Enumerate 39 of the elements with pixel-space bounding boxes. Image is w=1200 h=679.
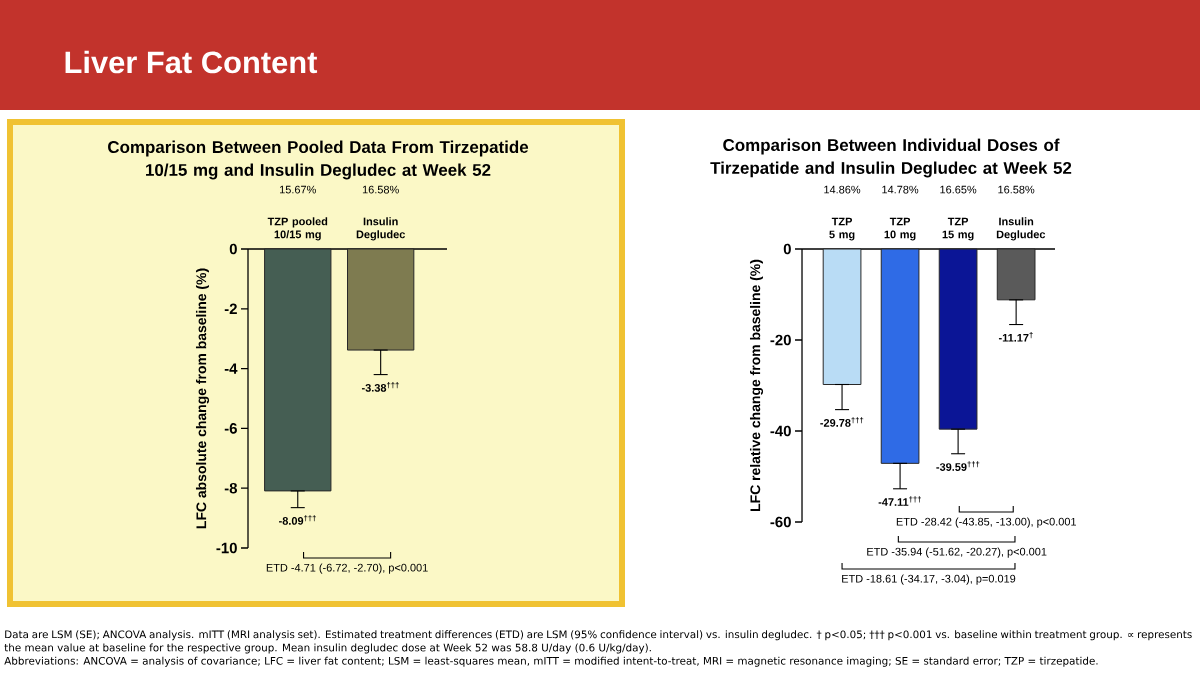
x-tick-label: TZP 15 mg xyxy=(942,217,974,241)
text: Data are LSM (SE); ANCOVA analysis. mITT (MRI analysis set). Estimated treatment differences (ETD) are LSM (95% confidence interval) vs. insulin degludec. † p<0.05; ††† p<0.001 vs. baseline within treatment group. ∝ represents the mean value at baseline for the respective group. Mean insulin degludec dose at Week 52 was 58.8 U/day (0.6 U/kg/day). xyxy=(4,630,1192,654)
y-tick-label: -10 xyxy=(216,542,237,554)
text: 16.58% xyxy=(362,185,399,194)
x-tick-label: TZP pooled 10/15 mg xyxy=(267,217,328,241)
y-tick-label: -6 xyxy=(224,423,237,434)
y-tick-label: -40 xyxy=(770,425,791,437)
data-label: -11.17$^{†}$ xyxy=(998,332,1033,342)
x-tick-label: Insulin Degludec xyxy=(996,217,1046,241)
text: 16.65% xyxy=(940,185,977,194)
data-label: -8.09$^{†††}$ xyxy=(279,515,316,525)
data-label: -29.78$^{†††}$ xyxy=(820,417,864,427)
text: ETD -18.61 (-34.17, -3.04), p=0.019 xyxy=(842,574,1016,585)
data-label: -3.38$^{†††}$ xyxy=(361,382,399,392)
text: Abbreviations: ANCOVA = analysis of covariance; LFC = liver fat content; LSM = least-squares mean, mITT = modified intent-to-treat, MRI = magnetic resonance imaging; SE = standard error; TZP = tirzepatide. xyxy=(4,656,1098,667)
text: ETD -35.94 (-51.62, -20.27), p<0.001 xyxy=(867,547,1047,558)
y-tick-label: 0 xyxy=(783,243,791,255)
y-axis-title: LFC relative change from baseline (%) xyxy=(749,259,764,511)
x-tick-label: TZP 5 mg xyxy=(829,217,855,241)
y-tick-label: -60 xyxy=(770,516,791,528)
text: 14.86% xyxy=(824,185,861,194)
text: 15.67% xyxy=(280,185,316,194)
chart-title: Comparison Between Individual Doses of Tirzepatide and Insulin Degludec at Week 52 xyxy=(710,138,1072,178)
y-tick-label: -20 xyxy=(770,334,791,346)
text: Liver Fat Content xyxy=(65,50,318,74)
chart-title: Comparison Between Pooled Data From Tirzepatide 10/15 mg and Insulin Degludec at Week 52 xyxy=(108,140,529,180)
y-tick-label: 0 xyxy=(229,243,237,255)
y-axis-title: LFC absolute change from baseline (%) xyxy=(195,268,210,529)
x-tick-label: TZP 10 mg xyxy=(884,217,916,241)
text: 16.58% xyxy=(998,185,1035,194)
data-label: -39.59$^{†††}$ xyxy=(936,461,980,471)
y-tick-label: -8 xyxy=(224,482,238,494)
data-label: -47.11$^{†††}$ xyxy=(878,496,921,506)
y-tick-label: -2 xyxy=(224,303,237,315)
text: ETD -4.71 (-6.72, -2.70), p<0.001 xyxy=(266,563,428,574)
annotation: ETD -28.42 (-43.85, -13.00), p<0.001 xyxy=(896,517,1077,528)
x-tick-label: Insulin Degludec xyxy=(356,217,406,241)
y-tick-label: -4 xyxy=(224,363,238,374)
text: 14.78% xyxy=(882,185,919,194)
